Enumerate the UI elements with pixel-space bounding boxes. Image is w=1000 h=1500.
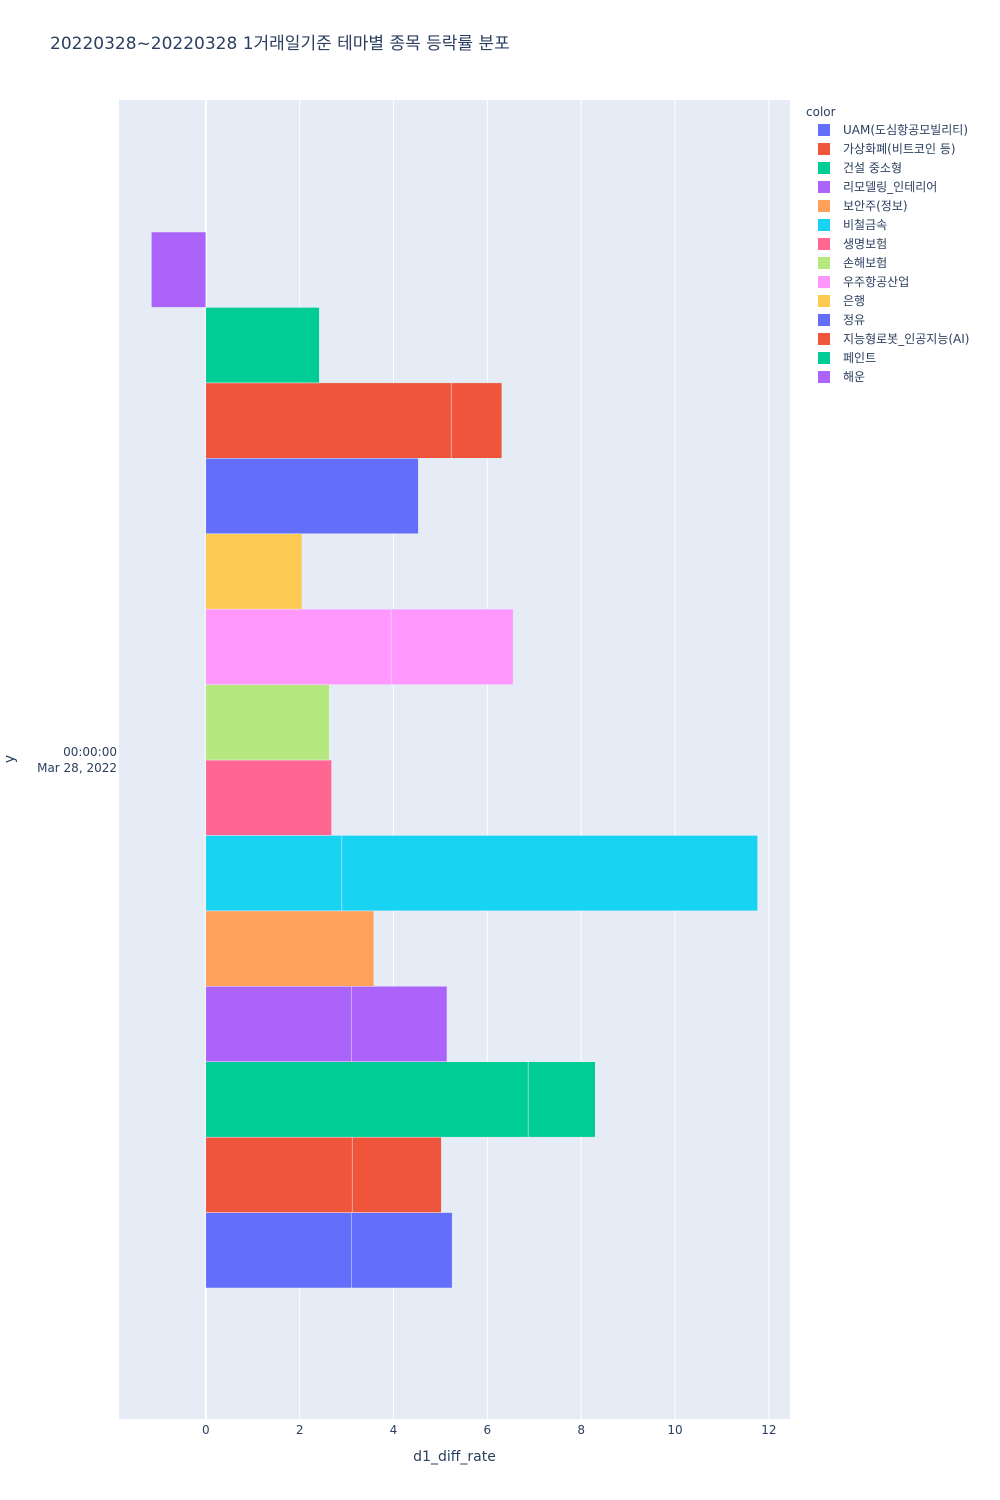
legend-label[interactable]: 페인트 — [843, 351, 876, 365]
legend-swatch[interactable] — [818, 219, 830, 231]
legend-label[interactable]: 손해보험 — [843, 256, 887, 270]
legend-swatch[interactable] — [818, 352, 830, 364]
x-tick-label: 8 — [577, 1423, 585, 1437]
bars — [151, 231, 758, 1289]
legend-swatch[interactable] — [818, 181, 830, 193]
legend-label[interactable]: UAM(도심항공모빌리티) — [843, 123, 968, 137]
bar-segment[interactable] — [390, 608, 514, 685]
legend-label[interactable]: 은행 — [843, 293, 865, 308]
bar-segment[interactable] — [351, 1212, 453, 1289]
legend-swatch[interactable] — [818, 143, 830, 155]
bar-segment[interactable] — [205, 759, 332, 836]
legend-swatch[interactable] — [818, 238, 830, 250]
legend-label[interactable]: 정유 — [843, 313, 865, 327]
bar-segment[interactable] — [205, 986, 352, 1062]
bar-segment[interactable] — [450, 382, 503, 459]
x-tick-label: 2 — [296, 1423, 304, 1437]
legend-label[interactable]: 건설 중소형 — [843, 161, 902, 175]
bar-segment[interactable] — [205, 684, 330, 761]
bar-segment[interactable] — [205, 835, 343, 912]
x-tick-labels: 0 2 4 6 8 10 12 — [202, 1423, 777, 1437]
x-tick-label: 10 — [667, 1423, 682, 1437]
bar-segment[interactable] — [527, 1061, 596, 1138]
legend-swatch[interactable] — [818, 314, 830, 326]
bar-segment[interactable] — [341, 835, 758, 912]
x-tick-label: 4 — [390, 1423, 398, 1437]
chart-title: 20220328~20220328 1거래일기준 테마별 종목 등락률 분포 — [50, 34, 510, 54]
legend-swatch[interactable] — [818, 124, 830, 136]
bar-segment[interactable] — [351, 986, 448, 1062]
legend-label[interactable]: 생명보험 — [843, 237, 887, 251]
bar-segment[interactable] — [205, 1136, 353, 1213]
x-axis-title: d1_diff_rate — [413, 1449, 496, 1465]
y-tick-label-time: 00:00:00 — [63, 745, 117, 759]
bar-segment[interactable] — [205, 533, 303, 610]
x-tick-label: 0 — [202, 1423, 210, 1437]
legend-swatch[interactable] — [818, 333, 830, 345]
bar-segment[interactable] — [205, 608, 392, 685]
bar-segment[interactable] — [205, 1061, 529, 1138]
bar-segment[interactable] — [205, 307, 320, 384]
legend-label[interactable]: 지능형로봇_인공지능(AI) — [843, 332, 969, 346]
legend-swatch[interactable] — [818, 371, 830, 383]
legend-swatch[interactable] — [818, 257, 830, 269]
legend-swatch[interactable] — [818, 162, 830, 174]
x-tick-label: 6 — [484, 1423, 492, 1437]
legend-label[interactable]: 가상화폐(비트코인 등) — [843, 142, 956, 156]
bar-segment[interactable] — [205, 382, 452, 459]
y-tick-label-date: Mar 28, 2022 — [37, 761, 117, 775]
x-tick-label: 12 — [761, 1423, 776, 1437]
legend-label[interactable]: 보안주(정보) — [843, 199, 908, 213]
bar-segment[interactable] — [151, 231, 207, 308]
legend-swatch[interactable] — [818, 276, 830, 288]
legend-label[interactable]: 우주항공산업 — [843, 275, 909, 289]
bar-segment[interactable] — [205, 910, 375, 987]
legend-swatch[interactable] — [818, 200, 830, 212]
legend-title: color — [806, 105, 836, 119]
y-axis-title: y — [2, 755, 18, 763]
legend-label[interactable]: 비철금속 — [843, 218, 887, 232]
legend: color UAM(도심항공모빌리티) 가상화폐(비트코인 등) 건설 중소형리모델… — [806, 105, 969, 384]
legend-swatch[interactable] — [818, 295, 830, 307]
bar-segment[interactable] — [351, 1136, 442, 1213]
legend-label[interactable]: 리모델링_인테리어 — [843, 180, 937, 194]
bar-segment[interactable] — [205, 1212, 352, 1289]
bar-segment[interactable] — [205, 458, 419, 534]
legend-label[interactable]: 해운 — [843, 370, 865, 384]
